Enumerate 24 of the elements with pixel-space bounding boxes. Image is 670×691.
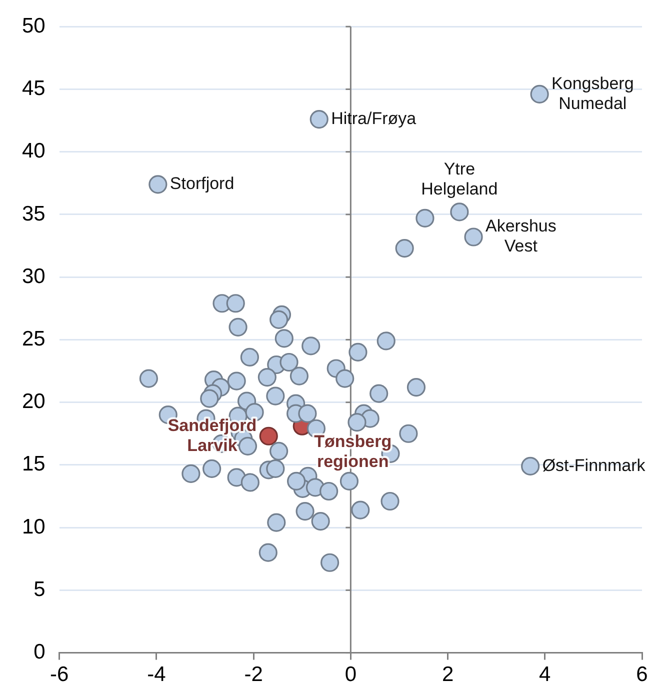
x-tick-label: -2: [244, 663, 263, 686]
annotation: Øst-Finnmark: [542, 456, 646, 475]
y-tick-label: 45: [22, 77, 46, 100]
x-tick-label: 0: [344, 663, 357, 686]
y-tick-label: 35: [22, 202, 46, 226]
x-tick-label: 4: [539, 663, 552, 686]
y-tick-label: 0: [34, 640, 46, 664]
annotation: Kongsberg Numedal: [552, 74, 634, 113]
y-tick-label: 40: [22, 140, 46, 163]
annotation: Akershus Vest: [486, 216, 556, 256]
x-tick-label: -4: [147, 663, 166, 686]
y-tick-label: 50: [22, 14, 46, 38]
y-tick-label: 20: [22, 390, 46, 414]
y-tick-label: 25: [22, 327, 46, 350]
y-tick-label: 5: [34, 578, 46, 601]
y-tick-label: 10: [22, 515, 46, 538]
x-tick-label: 6: [636, 663, 648, 686]
annotation: Hitra/Frøya: [331, 108, 417, 128]
y-tick-label: 30: [22, 264, 46, 288]
annotation: Storfjord: [170, 174, 234, 194]
y-tick-label: 15: [22, 452, 46, 476]
x-tick-label: 2: [442, 663, 454, 686]
x-tick-label: -6: [50, 663, 69, 686]
annotation: Ytre Helgeland: [421, 160, 498, 199]
